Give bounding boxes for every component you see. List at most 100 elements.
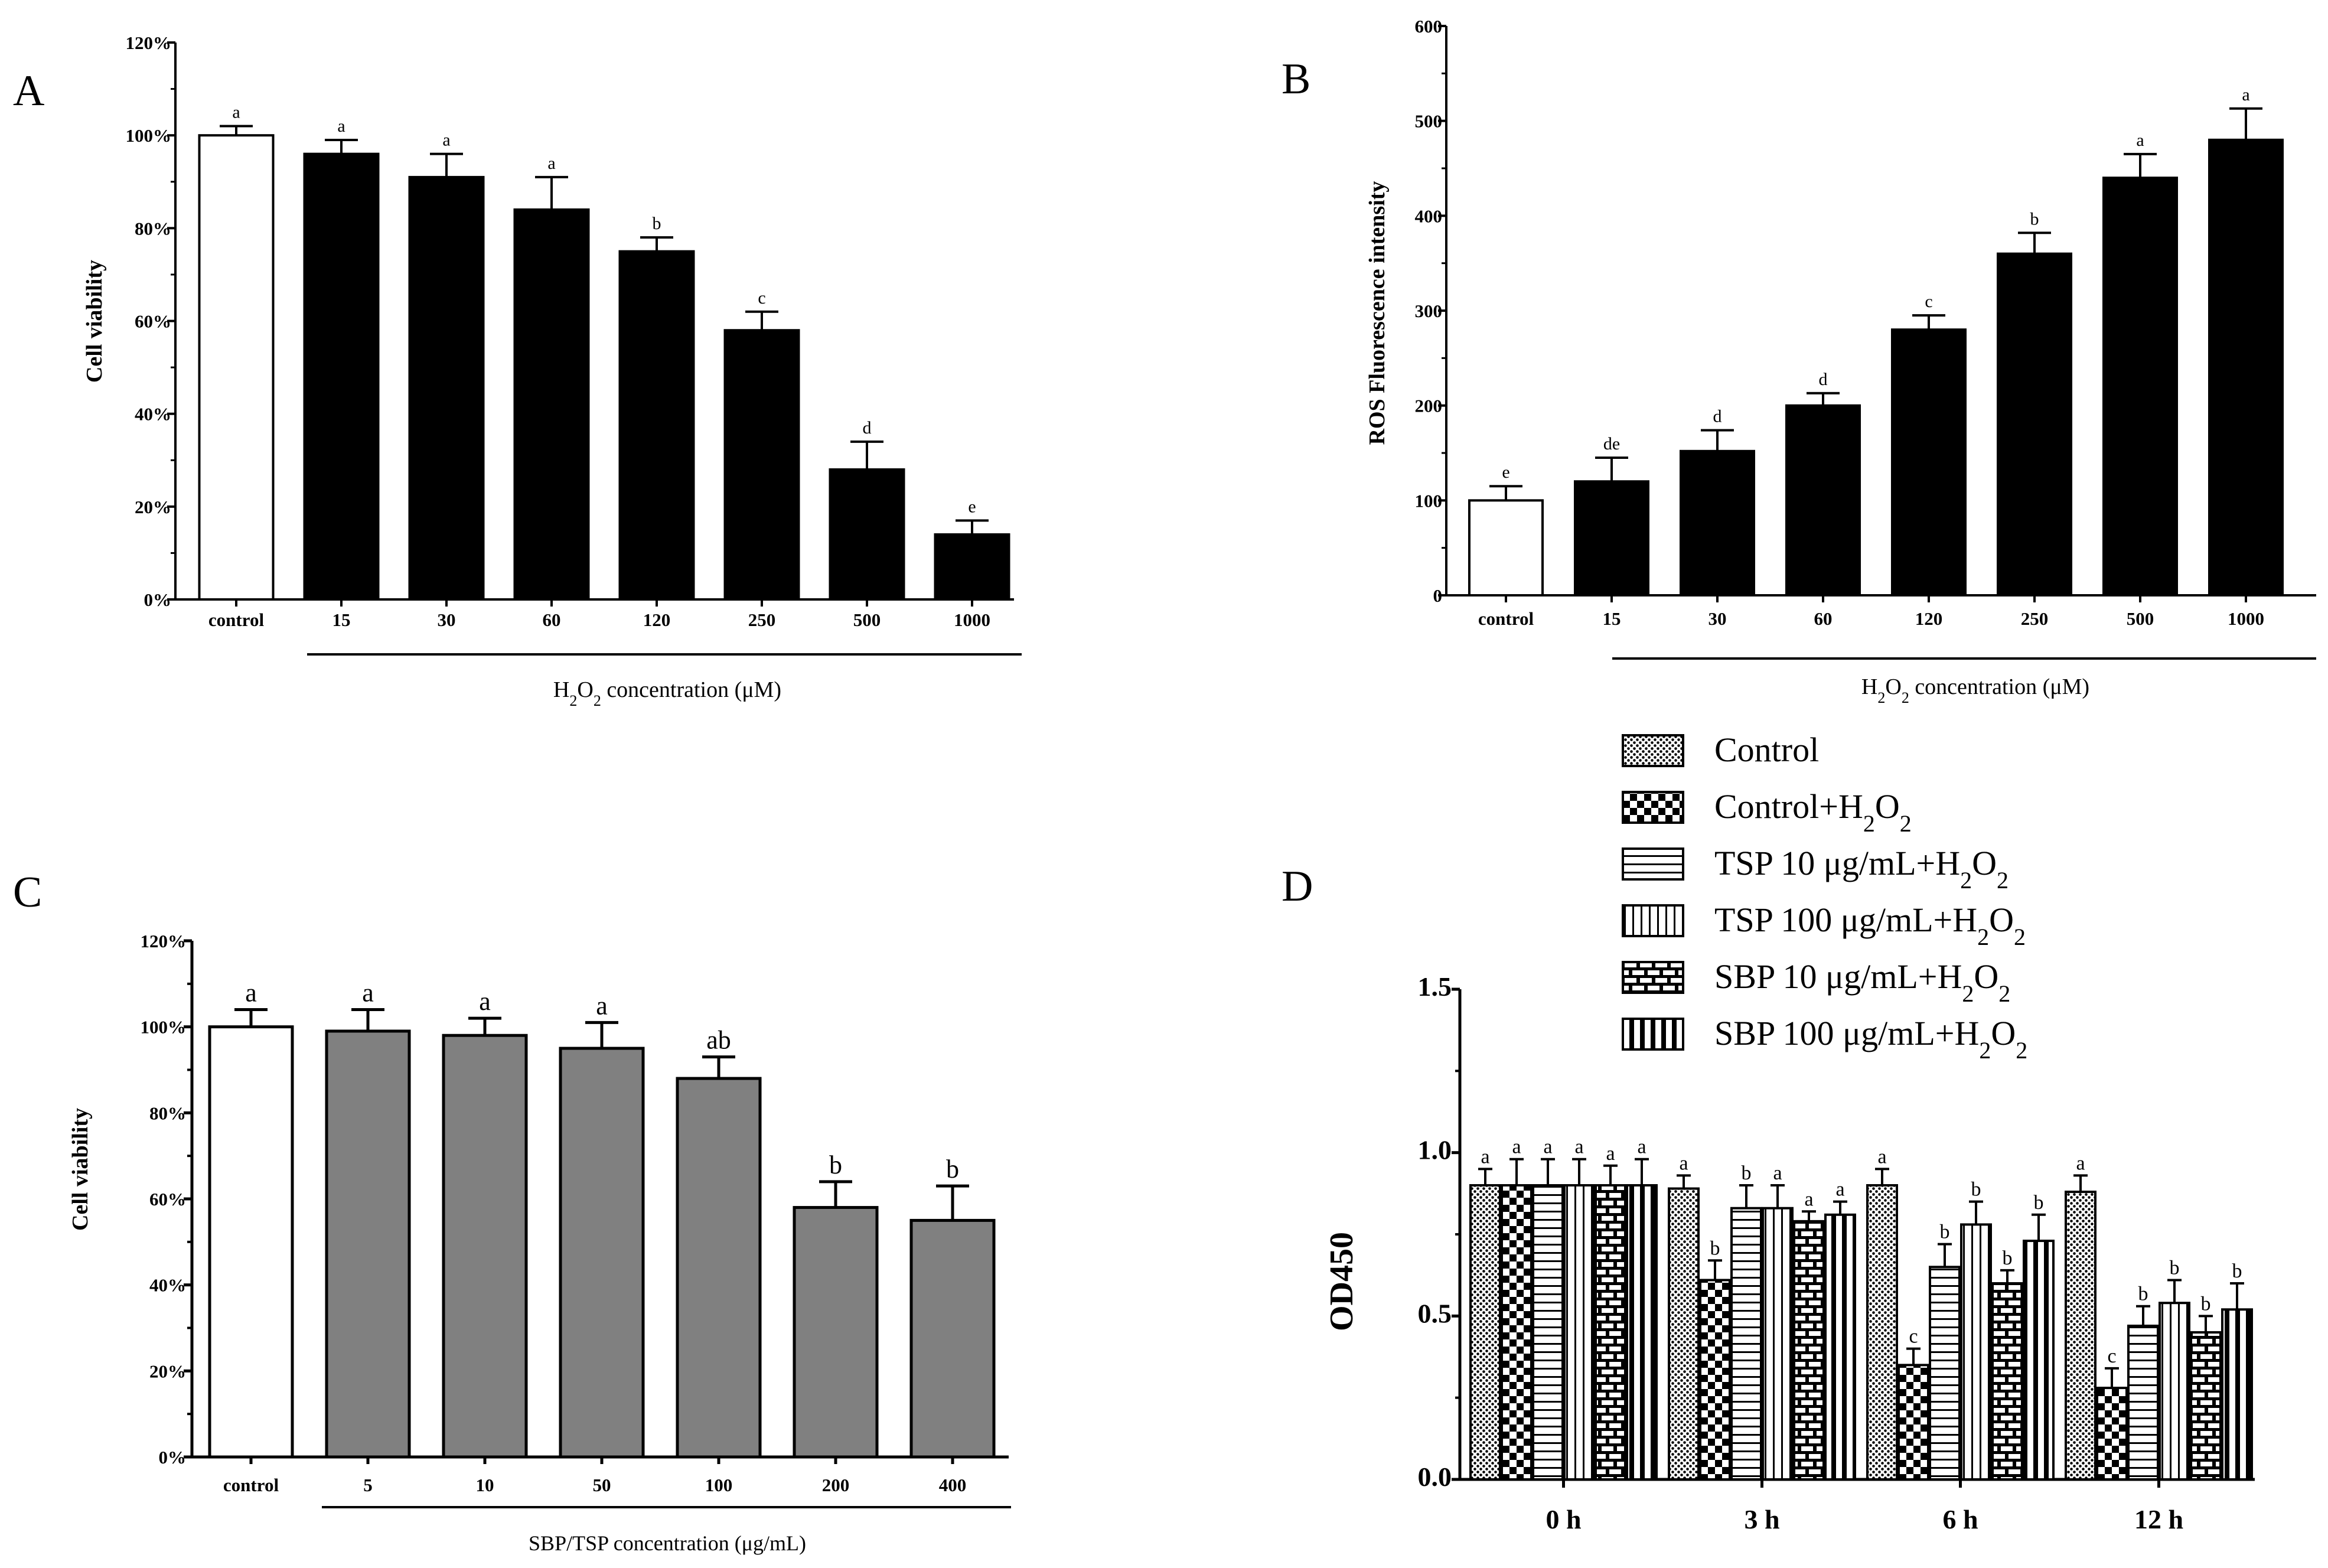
significance-letter-B: a bbox=[2242, 85, 2249, 105]
x-axis-title-c: SBP/TSP concentration (μg/mL) bbox=[529, 1531, 806, 1555]
significance-letter-B: d bbox=[1819, 370, 1828, 389]
bar-d bbox=[1762, 1207, 1794, 1481]
significance-letter-d: b bbox=[2201, 1293, 2211, 1315]
bar-A bbox=[829, 468, 905, 601]
bar-C bbox=[793, 1206, 879, 1459]
bar-B bbox=[2102, 177, 2178, 597]
x-tick-label-A: 250 bbox=[748, 609, 776, 630]
x-tick-label-C: control bbox=[223, 1475, 279, 1495]
bar-A bbox=[723, 329, 800, 601]
x-tick-label-A: control bbox=[208, 609, 265, 630]
bar-d bbox=[2127, 1324, 2159, 1481]
significance-letter-A: b bbox=[653, 214, 661, 233]
y-axis-label-d: OD450 bbox=[1323, 1232, 1360, 1331]
y-tick-label-B: 400 bbox=[1415, 206, 1443, 226]
y-tick-label-B: 600 bbox=[1415, 16, 1443, 37]
legend-label: Control bbox=[1714, 731, 1819, 769]
x-tick-label-C: 5 bbox=[363, 1475, 373, 1495]
bar-C bbox=[208, 1025, 294, 1459]
x-tick-label-B: 15 bbox=[1603, 608, 1621, 629]
legend-label: TSP 10 μg/mL+H2O2 bbox=[1714, 844, 2009, 894]
legend-swatch bbox=[1622, 734, 1684, 767]
significance-letter-A: d bbox=[863, 418, 872, 438]
x-tick-label-A: 30 bbox=[438, 609, 456, 630]
x-tick-label-B: 500 bbox=[2127, 608, 2154, 629]
significance-letter-C: b bbox=[946, 1155, 959, 1184]
plot-area-b: 0 100 200 300 400 500 600 e control de 15 d 30 d 60 c 12… bbox=[1415, 16, 2316, 629]
significance-letter-C: a bbox=[596, 991, 608, 1020]
y-tick-label-C: 100% bbox=[141, 1017, 187, 1038]
significance-letter-d: b bbox=[1742, 1162, 1752, 1184]
x-tick-label-d: 3 h bbox=[1744, 1504, 1779, 1534]
y-tick-label-C: 0% bbox=[159, 1447, 187, 1468]
bar-d bbox=[2159, 1302, 2190, 1481]
bar-d bbox=[2096, 1387, 2128, 1481]
x-tick-label-B: 120 bbox=[1915, 608, 1943, 629]
bar-d bbox=[1532, 1184, 1564, 1481]
significance-letter-d: c bbox=[2107, 1345, 2116, 1367]
x-tick-label-C: 10 bbox=[476, 1475, 494, 1495]
bar-d bbox=[2221, 1308, 2253, 1481]
bar-d bbox=[1563, 1184, 1595, 1481]
y-tick-label-d: 0.0 bbox=[1418, 1462, 1452, 1492]
legend-d: Control Control+H2O2 TSP 10 μg/mL+H2O2 TSP … bbox=[1622, 731, 2027, 1064]
x-axis-title-a: H2O2 concentration (μM) bbox=[553, 677, 781, 709]
bar-B bbox=[1785, 404, 1861, 597]
significance-letter-d: a bbox=[1543, 1136, 1552, 1158]
y-tick-label-C: 20% bbox=[149, 1361, 186, 1381]
bar-d bbox=[2190, 1331, 2222, 1481]
y-tick-label-A: 120% bbox=[126, 32, 172, 53]
x-tick-label-B: control bbox=[1478, 608, 1534, 629]
significance-letter-d: a bbox=[2076, 1152, 2085, 1174]
bar-d bbox=[1668, 1187, 1700, 1481]
significance-letter-C: a bbox=[362, 979, 374, 1008]
significance-letter-d: a bbox=[1512, 1136, 1521, 1158]
bar-d bbox=[1469, 1184, 1501, 1481]
panel-a: A Cell viability 0% 20% 40% 60% 80% 100% 120% a… bbox=[13, 32, 1022, 709]
x-tick-label-C: 50 bbox=[593, 1475, 611, 1495]
bar-d bbox=[1626, 1184, 1658, 1481]
significance-letter-C: a bbox=[245, 979, 257, 1008]
significance-letter-d: a bbox=[1679, 1152, 1688, 1174]
x-tick-label-A: 120 bbox=[643, 609, 671, 630]
significance-letter-d: a bbox=[1481, 1146, 1489, 1168]
bar-B bbox=[1680, 449, 1755, 597]
legend-label: Control+H2O2 bbox=[1714, 787, 1912, 837]
significance-letter-B: b bbox=[2030, 209, 2039, 229]
y-tick-label-A: 80% bbox=[135, 218, 171, 239]
bar-d bbox=[1501, 1184, 1533, 1481]
y-tick-label-B: 300 bbox=[1415, 301, 1443, 321]
x-tick-label-C: 200 bbox=[822, 1475, 850, 1495]
y-tick-label-B: 0 bbox=[1433, 585, 1443, 606]
bar-d bbox=[1730, 1207, 1762, 1481]
bar-d bbox=[2023, 1240, 2055, 1481]
bar-B bbox=[2208, 138, 2284, 597]
significance-letter-B: d bbox=[1713, 406, 1722, 426]
significance-letter-A: c bbox=[758, 288, 765, 308]
significance-letter-d: a bbox=[1606, 1143, 1615, 1165]
panel-label-c: C bbox=[13, 868, 42, 917]
bar-d bbox=[1595, 1184, 1626, 1481]
panel-label-a: A bbox=[13, 67, 44, 115]
y-tick-label-B: 200 bbox=[1415, 396, 1443, 416]
significance-letter-d: b bbox=[2138, 1283, 2148, 1305]
panel-c: C Cell viability 0% 20% 40% 60% 80% 100% 120% a… bbox=[13, 868, 1011, 1555]
y-tick-label-C: 120% bbox=[141, 931, 187, 951]
y-tick-label-A: 60% bbox=[135, 311, 171, 332]
significance-letter-A: a bbox=[337, 116, 345, 136]
bar-d bbox=[1793, 1220, 1825, 1481]
legend-swatch bbox=[1622, 791, 1684, 824]
bar-d bbox=[1929, 1266, 1961, 1481]
legend-swatch bbox=[1622, 961, 1684, 994]
significance-letter-d: a bbox=[1877, 1146, 1886, 1168]
bar-A bbox=[408, 175, 485, 601]
y-tick-label-A: 20% bbox=[135, 497, 171, 517]
x-tick-label-C: 400 bbox=[939, 1475, 967, 1495]
y-tick-label-d: 1.0 bbox=[1418, 1135, 1452, 1165]
bar-C bbox=[676, 1077, 762, 1459]
significance-letter-B: c bbox=[1925, 292, 1932, 311]
x-tick-label-B: 60 bbox=[1814, 608, 1833, 629]
bar-A bbox=[303, 152, 380, 601]
y-tick-label-C: 60% bbox=[149, 1189, 186, 1210]
